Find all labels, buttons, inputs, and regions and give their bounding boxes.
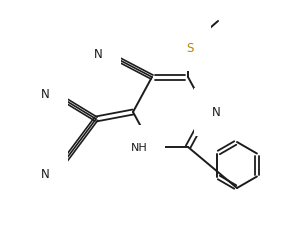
Text: N: N <box>41 168 50 181</box>
Text: N: N <box>212 106 221 119</box>
Text: S: S <box>186 41 194 54</box>
Text: N: N <box>94 48 103 61</box>
Text: N: N <box>41 88 50 101</box>
Text: NH: NH <box>131 142 148 152</box>
